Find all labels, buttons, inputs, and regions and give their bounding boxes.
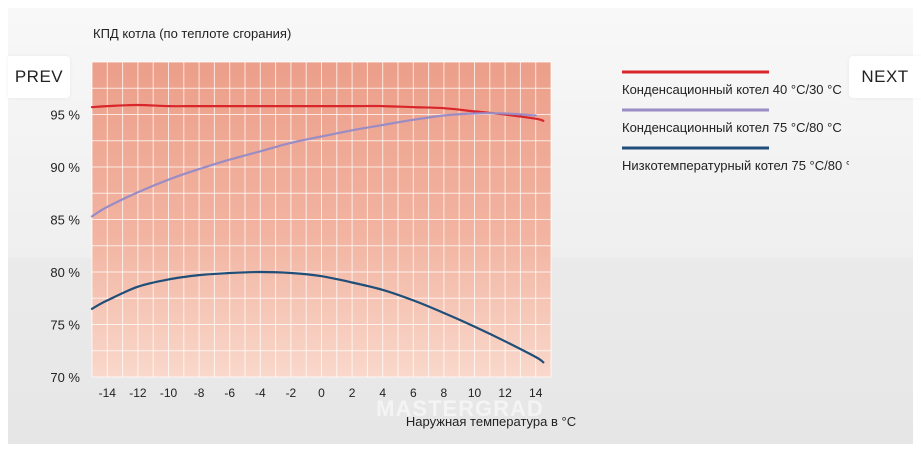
x-tick-label: -6 [224, 386, 235, 400]
series-lines [90, 103, 545, 364]
y-tick-label: 75 % [50, 318, 80, 333]
y-tick-label: 80 % [50, 265, 80, 280]
x-tick-label: -14 [99, 386, 117, 400]
chart-title: КПД котла (по теплоте сгорания) [93, 26, 291, 41]
legend: Конденсационный котел 40 °C/30 °C Конденс… [622, 70, 860, 173]
grid-lines [91, 61, 552, 378]
x-tick-label: 8 [441, 386, 448, 400]
watermark: MASTERGRAD [376, 396, 544, 421]
x-tick-label: -12 [129, 386, 147, 400]
legend-label-1: Конденсационный котел 40 °C/30 °C [622, 82, 842, 97]
x-tick-label: 12 [498, 386, 512, 400]
y-tick-labels: 70 % 75 % 80 % 85 % 90 % 95 % [50, 108, 80, 386]
y-tick-label: 90 % [50, 160, 80, 175]
x-tick-labels: -14 -12 -10 -8 -6 -4 -2 0 2 4 6 8 10 12 14 [99, 386, 543, 400]
x-tick-label: 4 [379, 386, 386, 400]
x-axis-label: Наружная температура в °C [406, 414, 576, 429]
next-button[interactable]: NEXT [849, 56, 921, 98]
legend-label-3: Низкотемпературный котел 75 °C/80 °C [622, 158, 860, 173]
prev-button[interactable]: PREV [8, 56, 70, 98]
x-tick-label: 6 [410, 386, 417, 400]
y-tick-label: 85 % [50, 213, 80, 228]
series-line-2 [90, 112, 537, 218]
series-line-3 [90, 270, 545, 364]
legend-label-2: Конденсационный котел 75 °C/80 °C [622, 120, 842, 135]
x-tick-label: 0 [318, 386, 325, 400]
x-tick-label: -10 [160, 386, 178, 400]
x-tick-label: -2 [286, 386, 297, 400]
x-tick-label: 10 [468, 386, 482, 400]
x-tick-label: -4 [255, 386, 266, 400]
y-tick-label: 70 % [50, 370, 80, 385]
x-tick-label: 2 [349, 386, 356, 400]
y-tick-label: 95 % [50, 108, 80, 123]
x-tick-label: 14 [529, 386, 543, 400]
x-tick-label: -8 [194, 386, 205, 400]
